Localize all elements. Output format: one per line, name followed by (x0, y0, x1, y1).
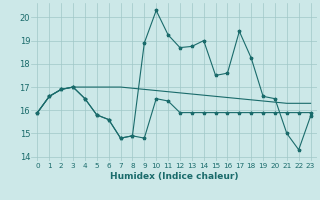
X-axis label: Humidex (Indice chaleur): Humidex (Indice chaleur) (110, 172, 238, 181)
